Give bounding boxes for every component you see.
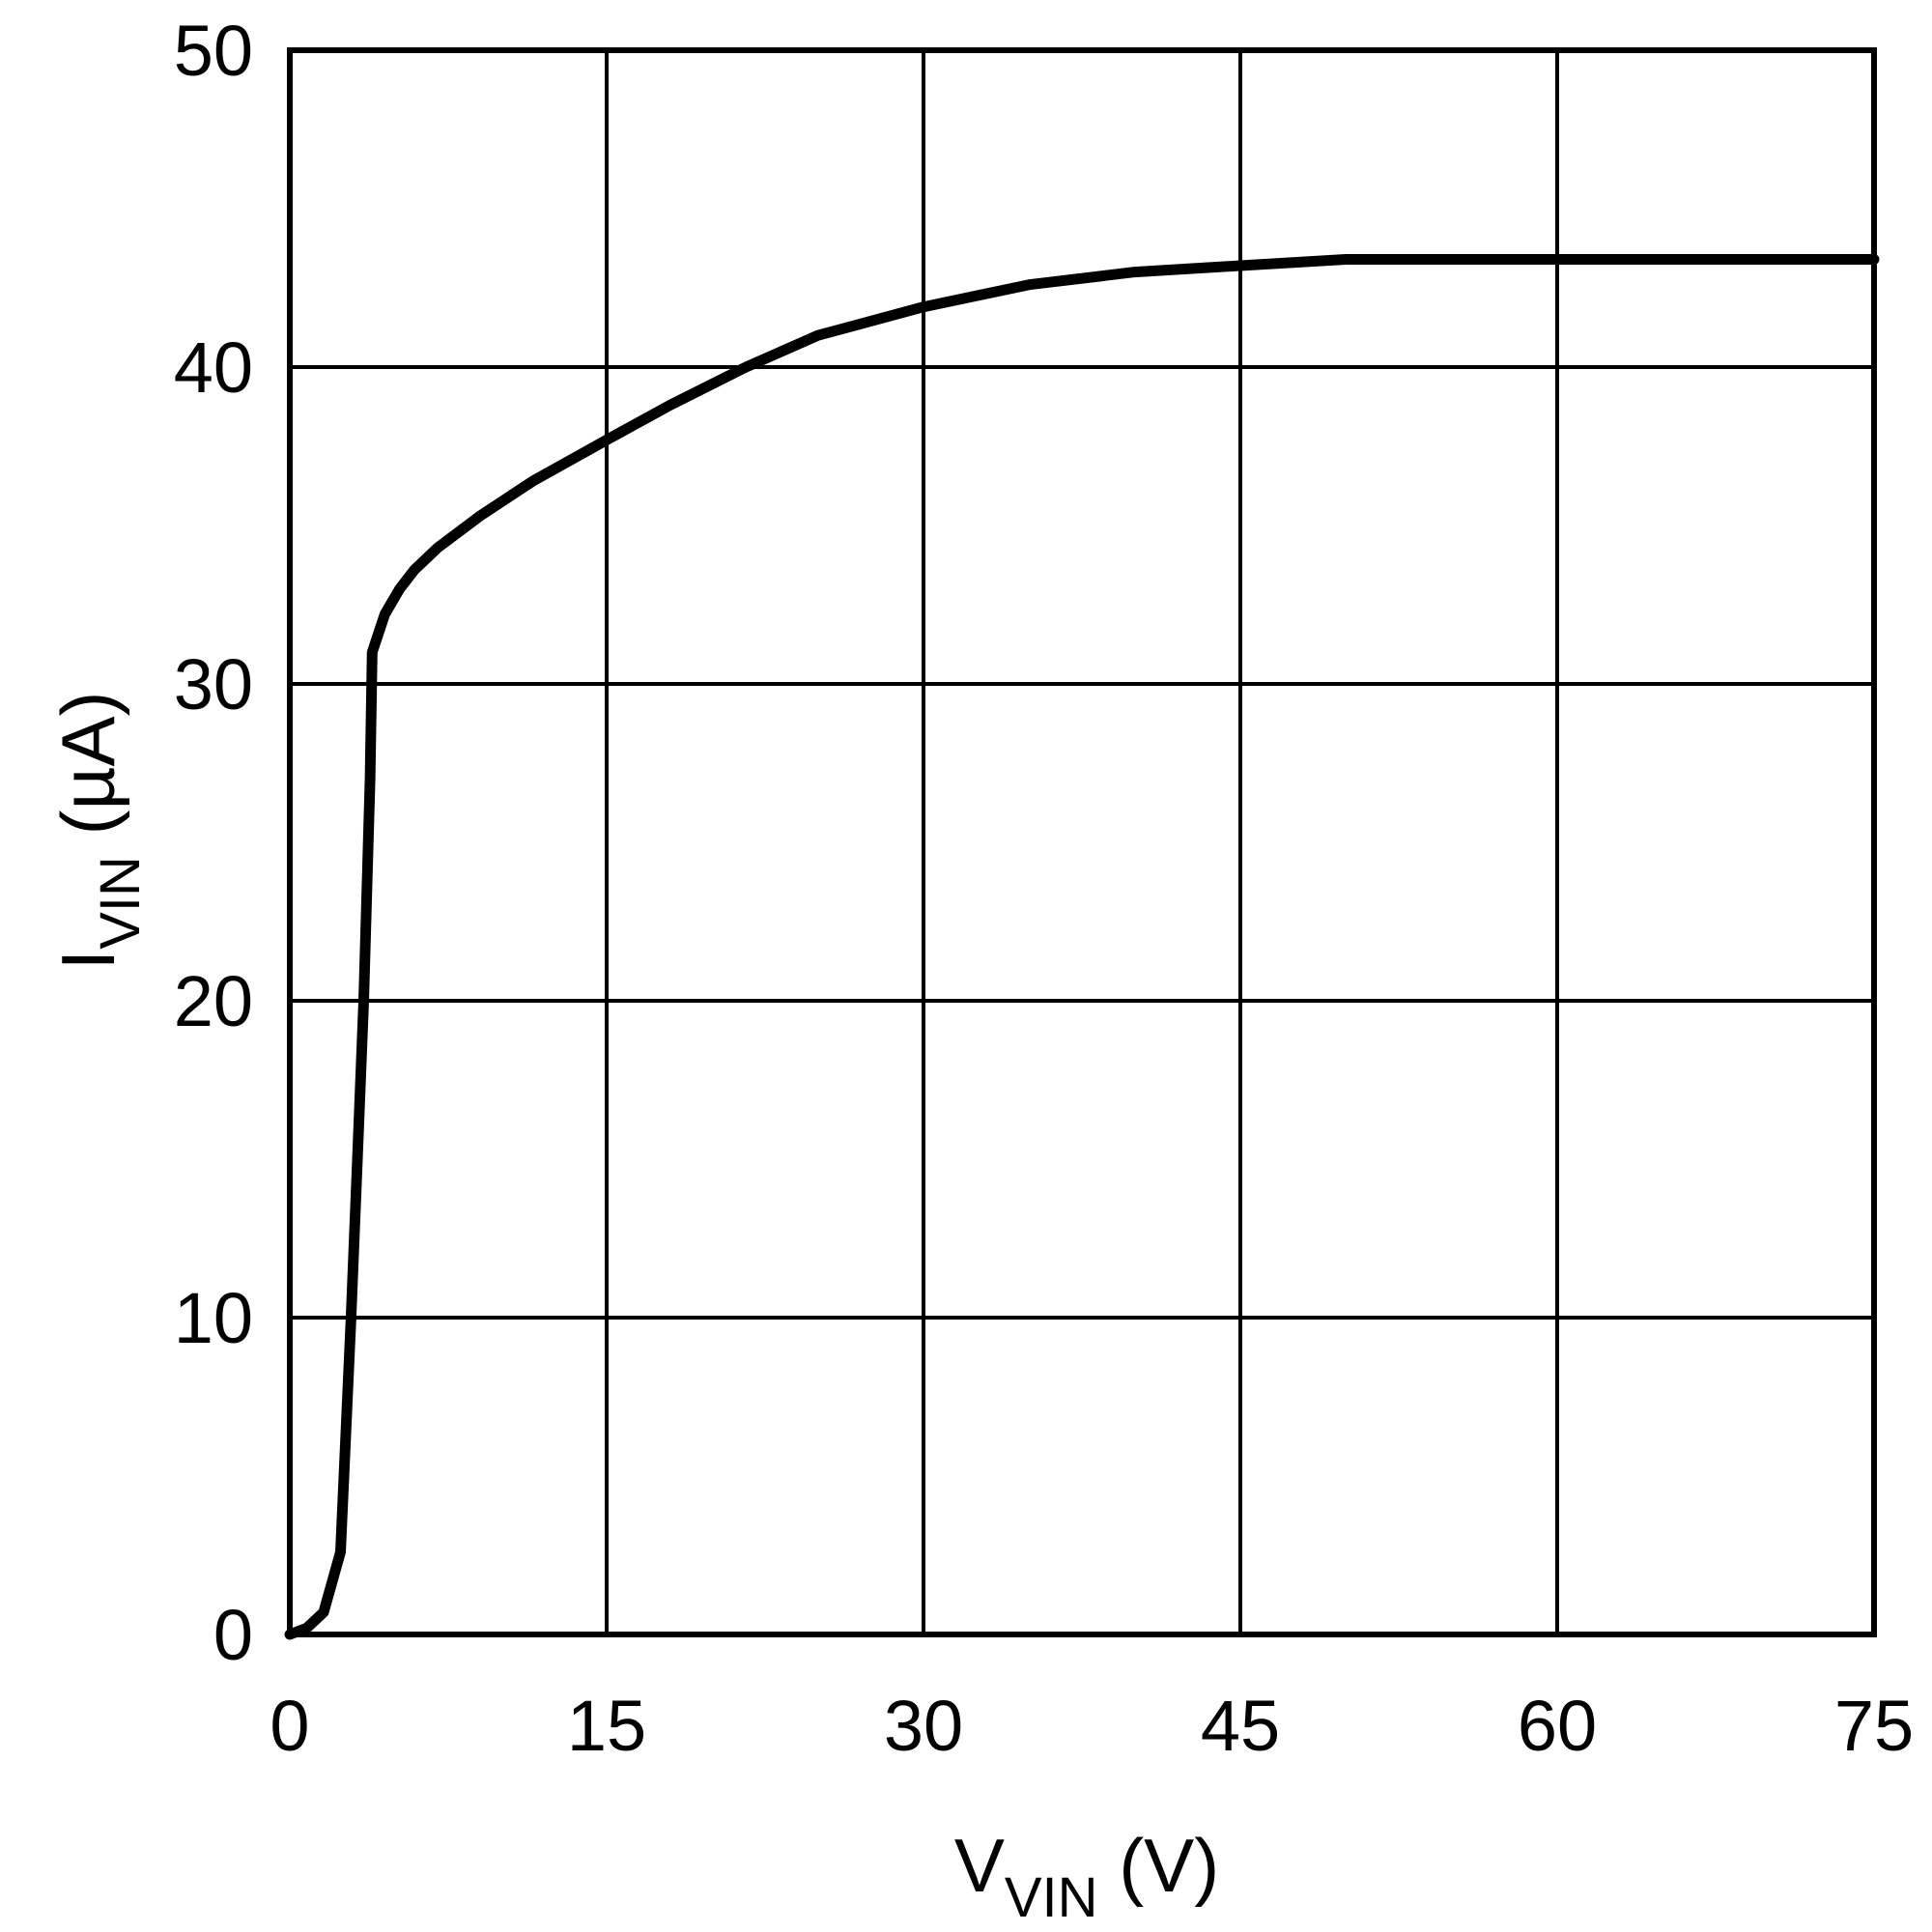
y-tick-label: 50 [174,11,253,91]
y-tick-label: 30 [174,644,253,724]
x-tick-label: 15 [567,1686,646,1766]
x-tick-label: 0 [270,1686,309,1766]
x-tick-labels: 0 15 30 45 60 75 [270,1686,1914,1766]
grid-lines [288,48,1876,1636]
x-axis-title: VVIN (V) [954,1823,1219,1929]
x-tick-label: 75 [1834,1686,1914,1766]
y-tick-labels: 0 10 20 30 40 50 [174,11,253,1675]
y-tick-label: 0 [213,1595,253,1675]
y-tick-label: 10 [174,1278,253,1358]
x-tick-label: 45 [1201,1686,1280,1766]
x-tick-label: 30 [884,1686,963,1766]
x-tick-label: 60 [1518,1686,1597,1766]
y-tick-label: 40 [174,327,253,408]
y-axis-title: IVIN (µA) [45,692,152,971]
plot-frame [287,47,1877,1637]
data-series-ivin [284,254,1880,1640]
y-tick-label: 20 [174,961,253,1041]
